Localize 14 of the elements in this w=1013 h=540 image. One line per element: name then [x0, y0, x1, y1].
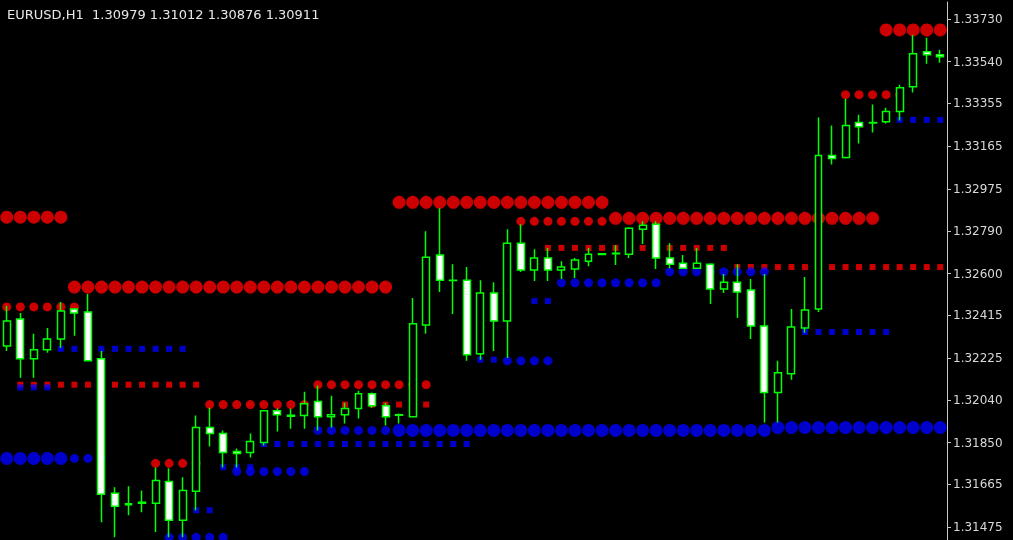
- y-tick-label: 1.33165: [953, 139, 1003, 154]
- y-tick-label: 1.33730: [953, 11, 1003, 26]
- y-tick-label: 1.33540: [953, 54, 1003, 69]
- y-tick-label: 1.32790: [953, 223, 1003, 238]
- y-tick-label: 1.31850: [953, 435, 1003, 450]
- y-tick-label: 1.32415: [953, 308, 1003, 323]
- chart-title: EURUSD,H1 1.30979 1.31012 1.30876 1.30911: [7, 7, 320, 22]
- y-tick-label: 1.32975: [953, 182, 1003, 197]
- y-tick-label: 1.33355: [953, 96, 1003, 111]
- y-tick-label: 1.31665: [953, 477, 1003, 492]
- y-tick-label: 1.31475: [953, 520, 1003, 535]
- y-tick-label: 1.32040: [953, 392, 1003, 407]
- y-tick-label: 1.32600: [953, 266, 1003, 281]
- y-tick-label: 1.32225: [953, 351, 1003, 366]
